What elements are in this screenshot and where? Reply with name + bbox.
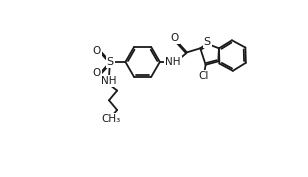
Text: S: S [204, 37, 211, 47]
Text: NH: NH [165, 57, 181, 67]
Text: NH: NH [101, 76, 117, 86]
Text: O: O [93, 46, 101, 56]
Text: CH₃: CH₃ [102, 114, 121, 124]
Text: O: O [93, 68, 101, 78]
Text: Cl: Cl [199, 71, 209, 81]
Text: O: O [171, 33, 179, 43]
Text: S: S [107, 57, 114, 67]
